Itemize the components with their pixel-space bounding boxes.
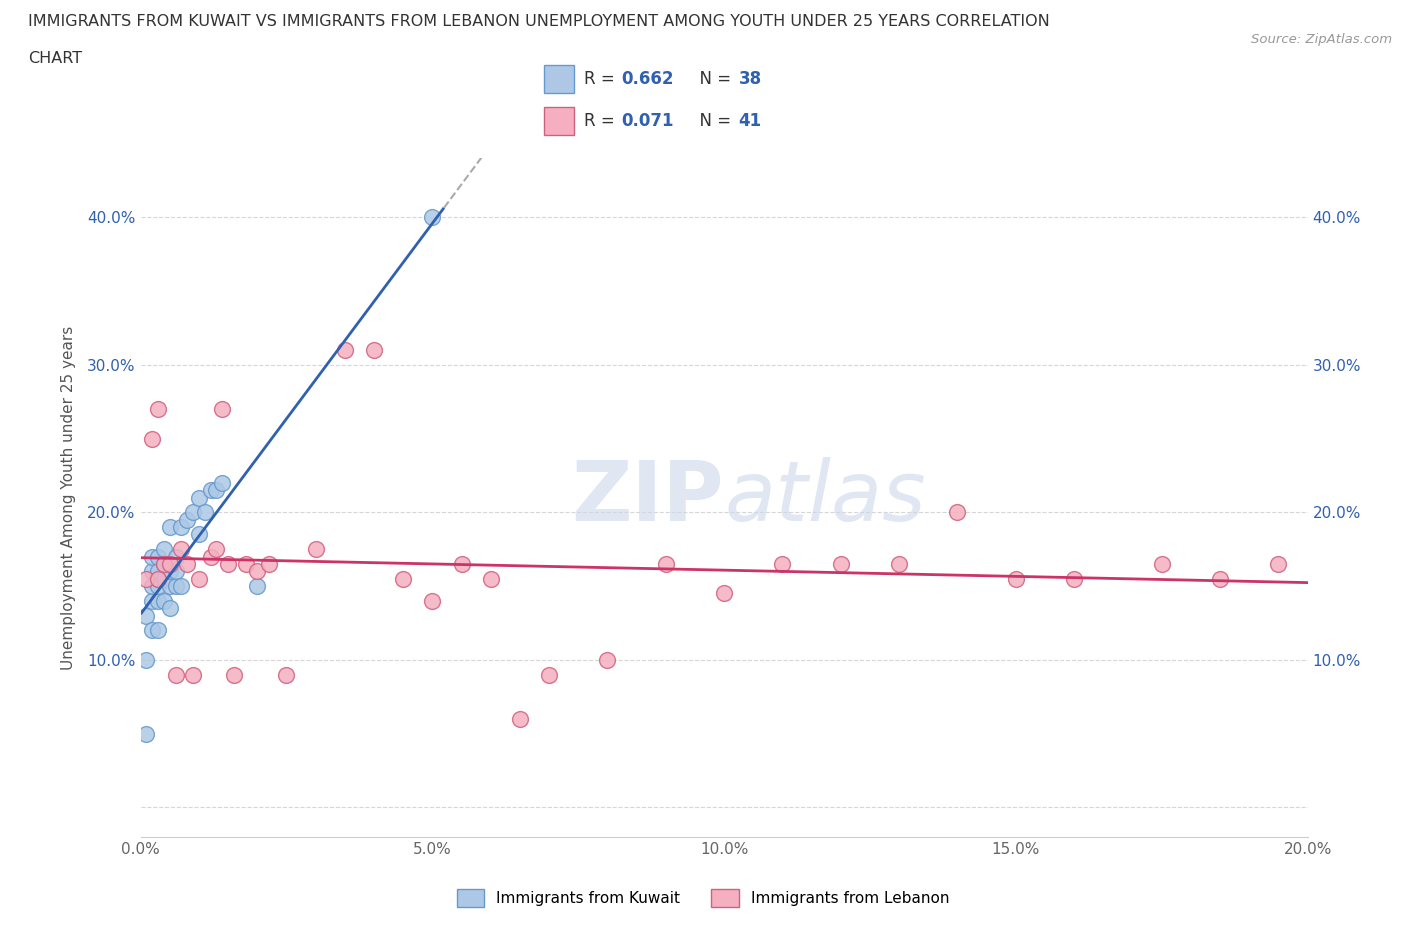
Point (146, 578, 169, 593)
Text: IMMIGRANTS FROM KUWAIT VS IMMIGRANTS FROM LEBANON UNEMPLOYMENT AMONG YOUTH UNDER: IMMIGRANTS FROM KUWAIT VS IMMIGRANTS FRO… (28, 14, 1050, 29)
Point (159, 564, 181, 578)
Point (200, 483, 222, 498)
Point (181, 505, 204, 520)
Legend: Immigrants from Kuwait, Immigrants from Lebanon: Immigrants from Kuwait, Immigrants from … (451, 884, 955, 913)
Point (1209, 571, 1232, 586)
Point (450, 556, 472, 571)
Point (479, 571, 502, 586)
Point (538, 667, 561, 682)
Point (165, 549, 187, 564)
Text: 0.071: 0.071 (621, 113, 673, 130)
Point (200, 549, 222, 564)
Point (153, 556, 176, 571)
Point (146, 623, 169, 638)
Point (146, 571, 169, 586)
Point (146, 564, 169, 578)
Point (276, 667, 298, 682)
Point (655, 556, 678, 571)
Bar (544, 107, 575, 136)
Point (246, 564, 269, 578)
Point (135, 726, 157, 741)
Point (165, 564, 187, 578)
Point (211, 402, 233, 417)
Point (153, 542, 176, 557)
Point (165, 578, 187, 593)
Text: CHART: CHART (28, 51, 82, 66)
Text: ZIP: ZIP (572, 457, 724, 538)
Point (1063, 571, 1085, 586)
Point (135, 608, 157, 623)
Point (713, 586, 735, 601)
Point (135, 571, 157, 586)
Text: 0.662: 0.662 (621, 70, 673, 87)
Point (146, 402, 169, 417)
Point (165, 667, 187, 682)
Point (141, 432, 163, 446)
Text: N =: N = (689, 113, 737, 130)
Point (141, 549, 163, 564)
Point (257, 556, 280, 571)
Point (153, 571, 176, 586)
Point (176, 556, 198, 571)
Point (141, 564, 163, 578)
Point (889, 556, 911, 571)
Point (1150, 556, 1173, 571)
Point (159, 556, 181, 571)
Bar (544, 65, 575, 93)
Point (170, 542, 193, 557)
Y-axis label: Unemployment Among Youth under 25 years: Unemployment Among Youth under 25 years (60, 326, 76, 670)
Point (205, 542, 228, 557)
Text: Source: ZipAtlas.com: Source: ZipAtlas.com (1251, 33, 1392, 46)
Point (235, 556, 257, 571)
Point (188, 527, 211, 542)
Point (946, 505, 969, 520)
Point (422, 209, 444, 224)
Point (159, 578, 181, 593)
Point (509, 711, 531, 726)
Point (333, 342, 356, 357)
Point (363, 342, 385, 357)
Text: N =: N = (689, 70, 737, 87)
Point (146, 549, 169, 564)
Point (170, 520, 193, 535)
Point (772, 556, 794, 571)
Point (135, 653, 157, 668)
Text: atlas: atlas (724, 457, 925, 538)
Point (222, 667, 245, 682)
Point (181, 667, 204, 682)
Point (596, 653, 619, 668)
Point (246, 578, 269, 593)
Text: R =: R = (583, 113, 620, 130)
Point (217, 556, 239, 571)
Point (422, 593, 444, 608)
Point (392, 571, 415, 586)
Point (1005, 571, 1028, 586)
Point (141, 593, 163, 608)
Point (211, 475, 233, 490)
Point (141, 623, 163, 638)
Point (1267, 556, 1289, 571)
Point (159, 520, 181, 535)
Text: R =: R = (583, 70, 620, 87)
Point (188, 490, 211, 505)
Point (141, 578, 163, 593)
Point (176, 512, 198, 527)
Point (153, 556, 176, 571)
Point (153, 593, 176, 608)
Point (830, 556, 852, 571)
Point (305, 542, 328, 557)
Point (159, 601, 181, 616)
Point (159, 556, 181, 571)
Text: 38: 38 (738, 70, 762, 87)
Point (146, 593, 169, 608)
Point (194, 505, 217, 520)
Point (170, 578, 193, 593)
Text: 41: 41 (738, 113, 762, 130)
Point (146, 571, 169, 586)
Point (205, 483, 228, 498)
Point (188, 571, 211, 586)
